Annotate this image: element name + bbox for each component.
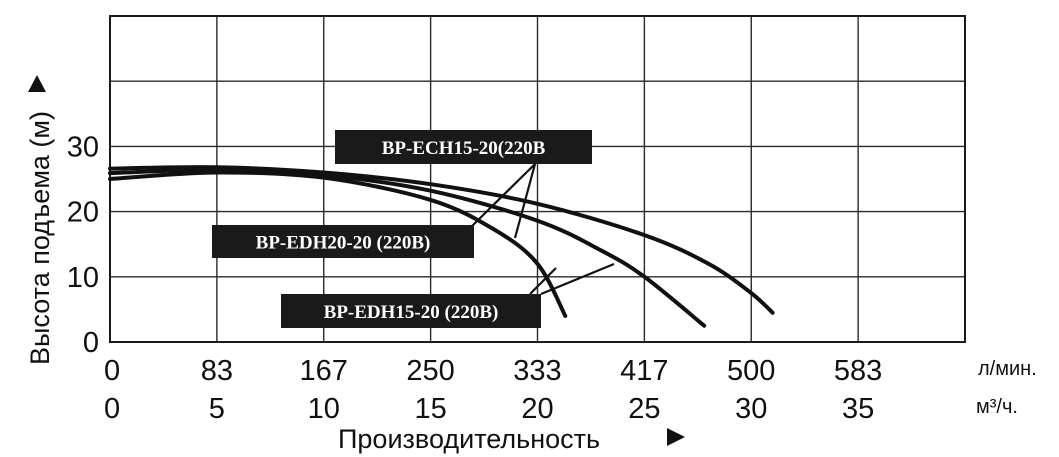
x-tick-label: 417 bbox=[620, 355, 668, 387]
x-tick-label: 500 bbox=[727, 355, 775, 387]
y-axis-arrow-icon bbox=[28, 75, 46, 92]
series-curve-2 bbox=[108, 170, 568, 318]
x-tick-label: 0 bbox=[104, 355, 120, 387]
label-leader-line bbox=[513, 163, 537, 239]
grid bbox=[110, 16, 965, 342]
x-tick-label: 25 bbox=[628, 393, 660, 425]
x-tick-label: 250 bbox=[406, 355, 454, 387]
x-unit-lpm: л/мин. bbox=[978, 358, 1037, 380]
y-tick-label: 0 bbox=[83, 327, 99, 359]
series-label-box bbox=[335, 130, 592, 164]
series-curve-1 bbox=[108, 167, 707, 328]
x-tick-labels: 0 83 167 250 333 417 500 583 0 5 10 15 20 25 30 35 bbox=[104, 355, 882, 425]
x-tick-label: 0 bbox=[104, 393, 120, 425]
x-axis-arrow-icon bbox=[667, 428, 685, 446]
y-tick-label: 30 bbox=[67, 131, 99, 163]
x-tick-label: 333 bbox=[513, 355, 561, 387]
label-leaders bbox=[469, 163, 615, 296]
x-tick-label: 35 bbox=[842, 393, 874, 425]
x-tick-label: 83 bbox=[201, 355, 233, 387]
series-label-1: BP-EDH20-20 (220B) bbox=[256, 233, 431, 254]
x-tick-label: 5 bbox=[209, 393, 225, 425]
series-label-0: BP-ECH15-20(220B bbox=[382, 138, 546, 159]
y-tick-label: 20 bbox=[67, 197, 99, 229]
x-axis-title-text: Производительность bbox=[338, 424, 600, 454]
x-tick-label: 10 bbox=[308, 393, 340, 425]
series-label-box bbox=[212, 225, 474, 258]
y-tick-labels: 0 10 20 30 bbox=[67, 131, 99, 359]
x-axis-title: Производительность bbox=[338, 424, 685, 454]
x-tick-label: 167 bbox=[300, 355, 348, 387]
x-tick-label: 583 bbox=[834, 355, 882, 387]
x-unit-m3h: м³/ч. bbox=[976, 396, 1018, 418]
x-tick-label: 15 bbox=[414, 393, 446, 425]
series-curve-0 bbox=[108, 165, 775, 315]
series-label-2: BP-EDH15-20 (220B) bbox=[324, 302, 499, 323]
label-leader-line bbox=[540, 262, 615, 296]
label-leader-line bbox=[469, 163, 536, 229]
y-axis-title: Высота подъема (м) bbox=[25, 75, 55, 365]
x-tick-label: 20 bbox=[521, 393, 553, 425]
x-tick-label: 30 bbox=[735, 393, 767, 425]
label-leader-line bbox=[529, 267, 557, 295]
curves bbox=[108, 165, 775, 328]
series-labels: BP-ECH15-20(220B BP-EDH20-20 (220B) BP-EDH… bbox=[212, 130, 592, 328]
y-tick-label: 10 bbox=[67, 262, 99, 294]
series-label-box bbox=[281, 294, 541, 328]
y-axis-title-text: Высота подъема (м) bbox=[25, 111, 55, 365]
